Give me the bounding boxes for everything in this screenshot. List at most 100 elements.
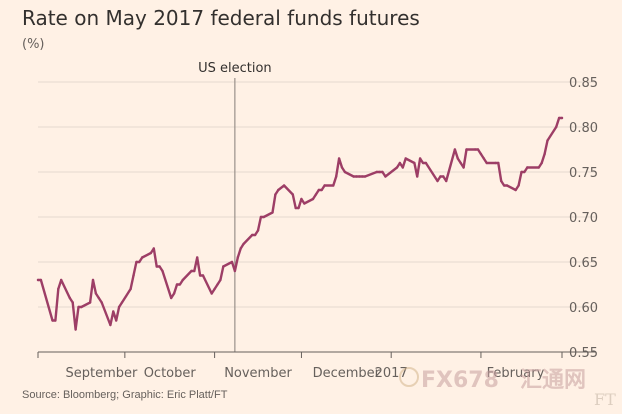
data-point (413, 161, 416, 165)
data-point (178, 283, 182, 286)
data-points (36, 116, 564, 331)
data-point (557, 116, 561, 120)
data-point (555, 125, 558, 129)
data-point (323, 184, 326, 187)
data-point (502, 184, 506, 187)
y-tick-label: 0.60 (569, 301, 598, 316)
source-note: Source: Bloomberg; Graphic: Eric Platt/F… (22, 389, 228, 401)
data-point (172, 292, 176, 295)
chart-title: Rate on May 2017 federal funds futures (22, 6, 420, 30)
data-point (404, 157, 407, 160)
data-point (543, 152, 546, 156)
data-point (219, 278, 222, 282)
data-point (149, 251, 153, 255)
data-point (216, 283, 219, 286)
data-point (395, 166, 399, 169)
data-point (465, 148, 468, 151)
data-point (259, 215, 263, 219)
y-unit-label: (%) (22, 37, 45, 52)
data-point (337, 157, 341, 160)
data-point (57, 287, 60, 291)
data-point (442, 175, 445, 178)
data-point (517, 184, 520, 187)
data-point (109, 323, 112, 327)
data-point (505, 184, 509, 187)
data-point (271, 211, 274, 214)
data-point (473, 148, 477, 151)
x-tick-label: December (313, 366, 381, 381)
data-point (343, 170, 347, 174)
data-point (311, 197, 315, 201)
watermark: FX678 汇通网 FT (399, 367, 616, 409)
x-tick-label: 2017 (375, 366, 408, 381)
data-point (282, 184, 286, 187)
watermark-logo-icon (399, 367, 419, 387)
data-point (398, 161, 402, 165)
data-point (361, 175, 364, 178)
y-tick-label: 0.55 (569, 346, 598, 361)
data-point (97, 296, 100, 300)
data-point (546, 139, 549, 142)
data-point (233, 269, 237, 273)
data-point (479, 152, 483, 156)
data-point (262, 215, 266, 219)
data-point (482, 157, 486, 160)
data-point (320, 188, 323, 192)
data-point (332, 184, 335, 187)
data-point (120, 301, 124, 304)
data-point (303, 202, 306, 205)
data-point (135, 260, 138, 264)
data-point (152, 247, 156, 250)
data-point (141, 256, 144, 259)
data-point (444, 179, 448, 183)
y-axis-ticks: 0.55 0.60 0.65 0.70 0.75 0.80 0.85 (569, 76, 598, 361)
data-point (297, 206, 300, 210)
data-point (314, 193, 318, 196)
y-tick-label: 0.80 (569, 121, 598, 136)
data-point (401, 166, 404, 169)
data-point (352, 175, 355, 178)
data-point (51, 319, 54, 322)
data-point (201, 274, 205, 277)
watermark-chinese: 汇通网 (520, 368, 586, 393)
data-point (256, 229, 260, 232)
data-point (537, 166, 541, 169)
y-tick-label: 0.85 (569, 76, 598, 91)
data-point (94, 292, 98, 295)
data-point (418, 157, 422, 160)
data-point (39, 278, 43, 282)
data-point (459, 161, 462, 165)
data-point (514, 188, 517, 192)
y-tick-label: 0.75 (569, 166, 598, 181)
data-point (436, 179, 439, 183)
data-point (68, 296, 72, 300)
data-point (158, 265, 161, 268)
data-point (358, 175, 361, 178)
data-point (253, 233, 257, 237)
data-point (88, 301, 92, 304)
gridlines (38, 81, 596, 308)
data-point (251, 233, 254, 237)
data-point (485, 161, 488, 165)
data-point (91, 278, 95, 282)
data-point (190, 269, 193, 273)
data-point (439, 175, 442, 178)
data-point (291, 193, 294, 196)
data-point (375, 170, 378, 174)
data-point (59, 278, 63, 282)
data-point (523, 170, 526, 174)
data-point (80, 305, 83, 309)
y-tick-label: 0.65 (569, 256, 598, 271)
data-point (277, 188, 280, 192)
data-point (77, 305, 80, 309)
data-point (161, 269, 164, 273)
data-point (294, 206, 297, 210)
x-tick-label: February (487, 366, 545, 381)
election-annotation: US election (198, 61, 272, 352)
data-point (210, 292, 213, 295)
data-point (114, 319, 118, 322)
data-point (526, 166, 529, 169)
data-point (196, 256, 199, 259)
